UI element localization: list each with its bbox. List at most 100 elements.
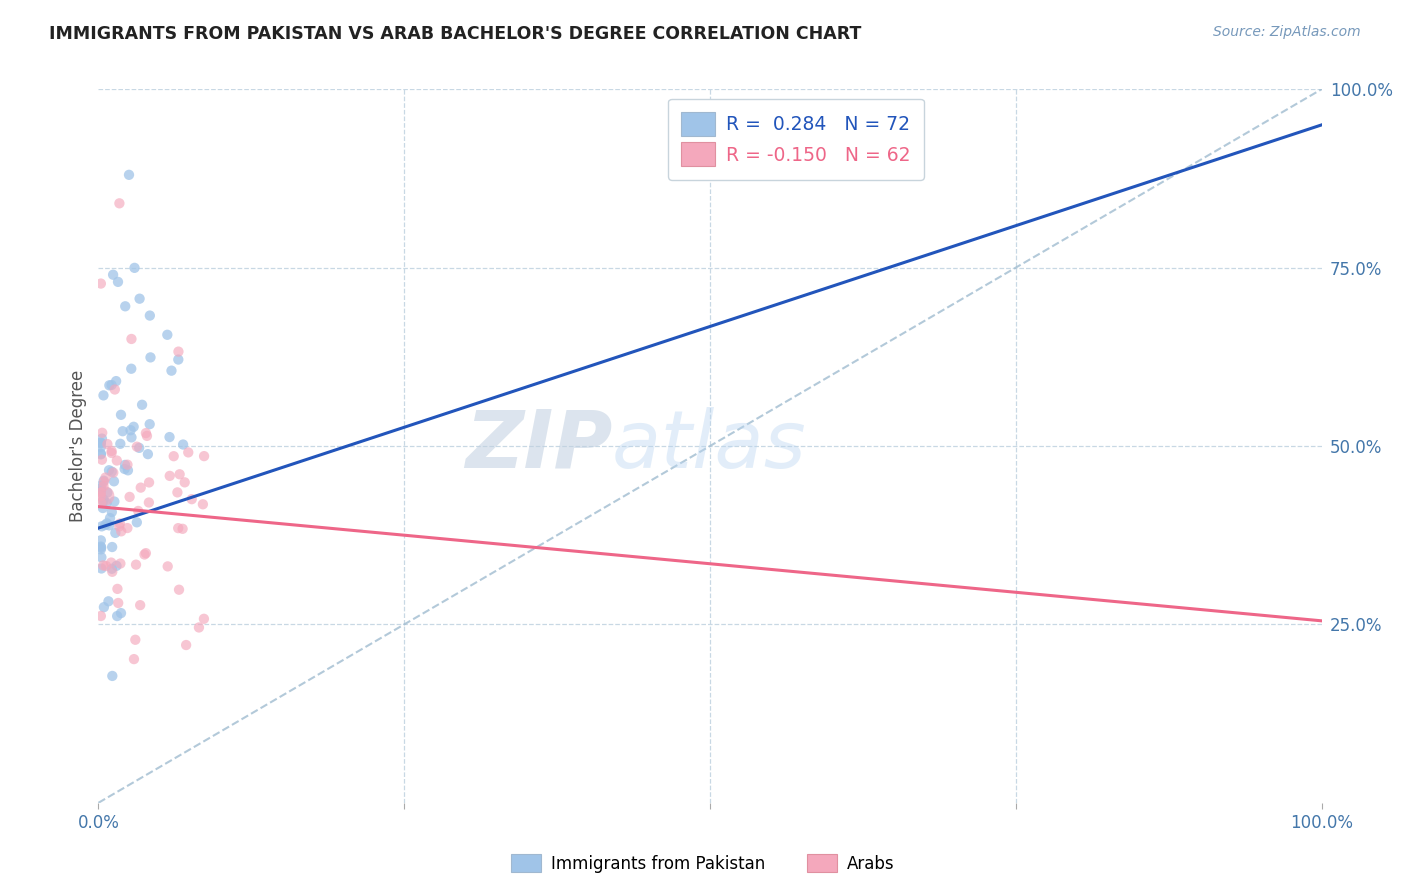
Point bbox=[104, 383, 127, 397]
Y-axis label: Bachelor's Degree: Bachelor's Degree bbox=[69, 370, 87, 522]
Point bbox=[167, 352, 190, 367]
Point bbox=[193, 612, 215, 626]
Point bbox=[100, 446, 122, 460]
Point bbox=[138, 475, 160, 490]
Text: ZIP: ZIP bbox=[465, 407, 612, 485]
Point bbox=[90, 519, 112, 533]
Point bbox=[136, 429, 159, 443]
Text: atlas: atlas bbox=[612, 407, 807, 485]
Point bbox=[111, 424, 134, 438]
Point bbox=[167, 582, 190, 597]
Point bbox=[110, 437, 132, 451]
Point bbox=[101, 562, 124, 576]
Point bbox=[128, 441, 150, 455]
Point bbox=[136, 447, 159, 461]
Point bbox=[163, 449, 186, 463]
Point bbox=[110, 524, 132, 539]
Point bbox=[107, 582, 129, 596]
Point bbox=[107, 596, 129, 610]
Point bbox=[118, 490, 141, 504]
Point bbox=[135, 426, 157, 441]
Point bbox=[90, 561, 112, 575]
Point bbox=[138, 417, 160, 432]
Point bbox=[174, 638, 197, 652]
Point bbox=[139, 309, 162, 323]
Point bbox=[125, 516, 148, 530]
Point bbox=[98, 463, 121, 477]
Point bbox=[91, 501, 114, 516]
Point bbox=[90, 489, 112, 503]
Point bbox=[91, 558, 114, 573]
Point bbox=[134, 548, 156, 562]
Point bbox=[122, 652, 145, 666]
Point bbox=[135, 546, 157, 560]
Point bbox=[159, 430, 181, 444]
Point bbox=[93, 475, 115, 489]
Point bbox=[108, 516, 131, 531]
Point bbox=[101, 565, 124, 579]
Point bbox=[124, 260, 146, 275]
Point bbox=[193, 449, 215, 463]
Point bbox=[96, 516, 118, 531]
Point bbox=[128, 292, 150, 306]
Point bbox=[118, 168, 141, 182]
Point bbox=[97, 594, 120, 608]
Point bbox=[114, 458, 136, 472]
Point bbox=[114, 462, 136, 476]
Point bbox=[120, 361, 142, 376]
Point bbox=[110, 606, 132, 620]
Point bbox=[172, 437, 194, 451]
Point bbox=[91, 452, 114, 467]
Point bbox=[166, 485, 188, 500]
Point bbox=[90, 478, 112, 492]
Point bbox=[103, 494, 125, 508]
Point bbox=[90, 482, 112, 496]
Point bbox=[93, 388, 115, 402]
Point bbox=[101, 505, 124, 519]
Point bbox=[108, 519, 131, 533]
Point bbox=[98, 511, 121, 525]
Point bbox=[117, 463, 139, 477]
Point bbox=[90, 447, 112, 461]
Point bbox=[104, 525, 127, 540]
Point bbox=[98, 518, 121, 533]
Point bbox=[93, 492, 115, 507]
Point bbox=[120, 423, 142, 437]
Point bbox=[139, 351, 162, 365]
Point bbox=[156, 327, 179, 342]
Point bbox=[108, 196, 131, 211]
Point bbox=[90, 277, 112, 291]
Point bbox=[131, 398, 153, 412]
Point bbox=[90, 432, 112, 446]
Text: IMMIGRANTS FROM PAKISTAN VS ARAB BACHELOR'S DEGREE CORRELATION CHART: IMMIGRANTS FROM PAKISTAN VS ARAB BACHELO… bbox=[49, 25, 862, 43]
Point bbox=[93, 474, 115, 488]
Legend: Immigrants from Pakistan, Arabs: Immigrants from Pakistan, Arabs bbox=[505, 847, 901, 880]
Point bbox=[90, 542, 112, 557]
Point bbox=[96, 485, 118, 500]
Point bbox=[191, 497, 214, 511]
Point bbox=[105, 453, 128, 467]
Point bbox=[101, 465, 124, 479]
Point bbox=[94, 470, 117, 484]
Point bbox=[129, 481, 152, 495]
Point bbox=[172, 522, 194, 536]
Point bbox=[90, 496, 112, 510]
Point bbox=[156, 559, 179, 574]
Point bbox=[121, 430, 143, 444]
Point bbox=[125, 558, 148, 572]
Point bbox=[100, 556, 122, 570]
Point bbox=[90, 447, 112, 461]
Point bbox=[103, 466, 125, 480]
Point bbox=[180, 492, 202, 507]
Point bbox=[167, 521, 190, 535]
Point bbox=[91, 425, 114, 440]
Point bbox=[120, 332, 142, 346]
Point bbox=[117, 521, 139, 535]
Point bbox=[105, 558, 128, 573]
Point bbox=[94, 518, 117, 533]
Point bbox=[105, 374, 128, 388]
Point bbox=[167, 344, 190, 359]
Point bbox=[96, 437, 118, 451]
Point bbox=[90, 533, 112, 548]
Point bbox=[90, 435, 112, 450]
